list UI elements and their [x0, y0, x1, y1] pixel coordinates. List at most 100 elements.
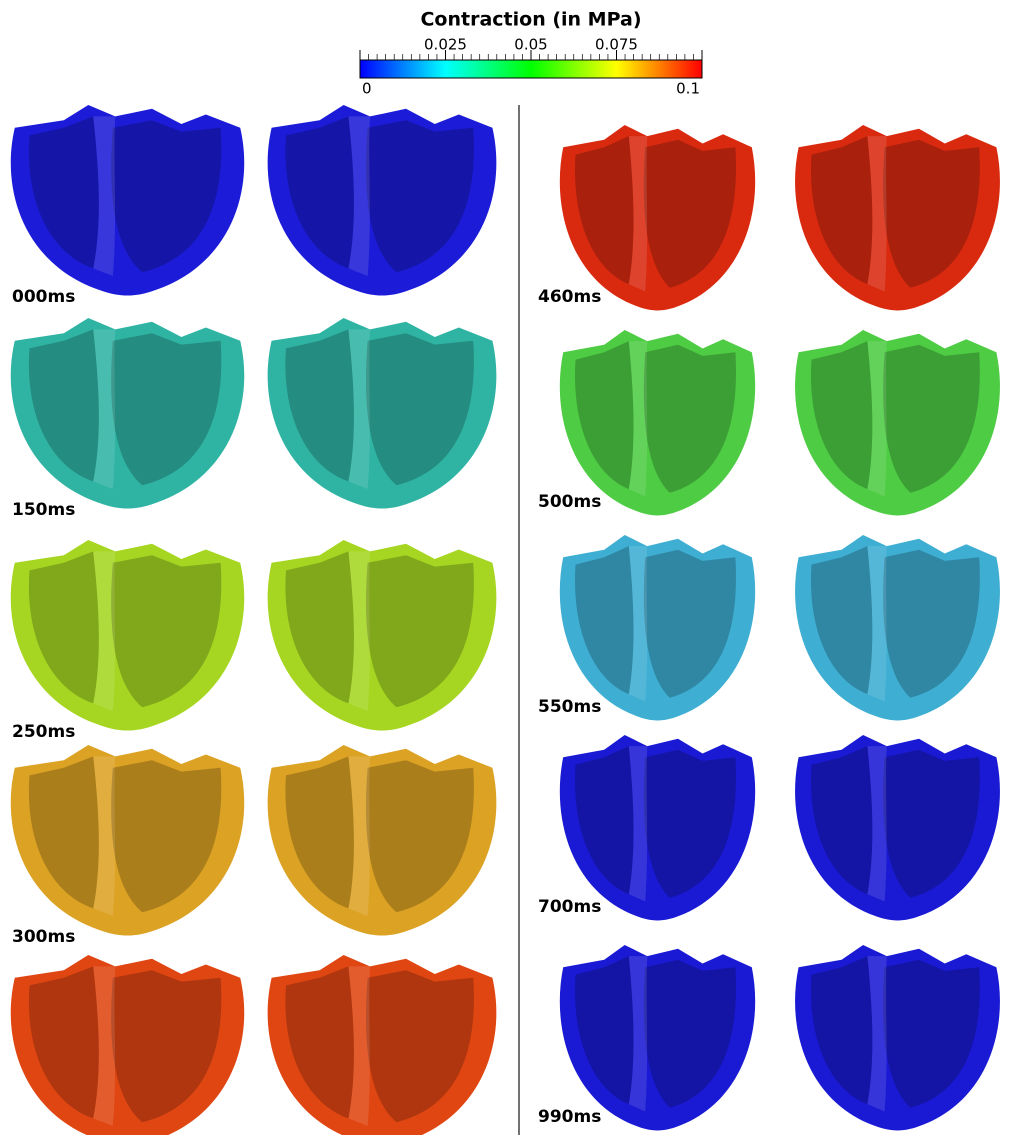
heart	[559, 125, 756, 311]
heart-cavity	[810, 546, 873, 695]
heart-cavity	[810, 341, 873, 490]
heart	[267, 955, 497, 1135]
heart-wall	[267, 540, 497, 731]
time-label: 990ms	[538, 1107, 601, 1127]
time-label: 250ms	[12, 722, 75, 742]
heart	[795, 535, 1000, 721]
heart	[795, 330, 1000, 516]
heart-cavity	[643, 959, 736, 1108]
heart-cavity	[883, 959, 980, 1108]
heart-wall	[10, 318, 245, 509]
heart-cavity	[28, 116, 99, 269]
heart-cavity	[883, 344, 980, 493]
heart-cavity	[28, 329, 99, 482]
heart-cavity	[810, 136, 873, 285]
tick-label: 0.05	[514, 36, 547, 54]
heart-cavity	[643, 749, 736, 898]
heart-cavity	[883, 749, 980, 898]
heart	[10, 105, 245, 296]
septum	[867, 136, 887, 292]
heart	[10, 540, 245, 731]
heart	[559, 330, 756, 516]
heart-wall	[10, 105, 245, 296]
tick-label: 0.1	[676, 80, 700, 98]
heart-cavity	[285, 551, 354, 704]
time-label: 550ms	[538, 697, 601, 717]
heart-cavity	[574, 956, 634, 1105]
time-label: 150ms	[12, 500, 75, 520]
heart	[267, 745, 497, 936]
time-label: 700ms	[538, 897, 601, 917]
heart	[267, 318, 497, 509]
heart-cavity	[574, 136, 634, 285]
heart-cavity	[810, 956, 873, 1105]
heart-wall	[559, 125, 756, 311]
heart-wall	[10, 955, 245, 1135]
heart	[795, 125, 1000, 311]
heart-wall	[559, 945, 756, 1131]
time-label: 460ms	[538, 287, 601, 307]
colorbar	[359, 59, 703, 79]
heart-cavity	[643, 344, 736, 493]
heart-wall	[10, 745, 245, 936]
septum	[93, 116, 116, 277]
heart-cavity	[285, 116, 354, 269]
septum	[867, 746, 887, 902]
time-label: 500ms	[538, 492, 601, 512]
heart-cavity	[574, 746, 634, 895]
heart-wall	[559, 330, 756, 516]
heart-cavity	[365, 120, 474, 273]
tick-label: 0.025	[424, 36, 467, 54]
heart-wall	[795, 735, 1000, 921]
heart-cavity	[111, 333, 222, 486]
heart-cavity	[810, 746, 873, 895]
heart	[10, 745, 245, 936]
time-label: 300ms	[12, 927, 75, 947]
heart-cavity	[28, 551, 99, 704]
septum	[867, 956, 887, 1112]
heart-wall	[267, 318, 497, 509]
septum	[628, 956, 648, 1112]
septum	[628, 546, 648, 702]
heart-cavity	[365, 333, 474, 486]
heart-cavity	[574, 341, 634, 490]
septum	[348, 756, 370, 916]
heart-wall	[267, 745, 497, 936]
septum	[93, 329, 116, 489]
heart-cavity	[285, 329, 354, 482]
heart-wall	[795, 330, 1000, 516]
heart-wall	[10, 540, 245, 731]
heart-wall	[267, 105, 497, 296]
septum	[348, 116, 370, 277]
heart-cavity	[285, 966, 354, 1119]
heart-cavity	[111, 970, 222, 1123]
tick-label: 0.075	[595, 36, 638, 54]
septum	[93, 551, 116, 711]
heart	[559, 735, 756, 921]
heart-cavity	[365, 970, 474, 1123]
heart-cavity	[643, 139, 736, 288]
heart	[795, 735, 1000, 921]
heart-cavity	[365, 555, 474, 708]
heart-cavity	[643, 549, 736, 698]
heart	[267, 540, 497, 731]
heart-cavity	[883, 139, 980, 288]
heart-cavity	[365, 760, 474, 913]
heart-cavity	[28, 966, 99, 1119]
heart-wall	[795, 945, 1000, 1131]
septum	[867, 546, 887, 702]
heart-wall	[559, 535, 756, 721]
heart	[10, 318, 245, 509]
septum	[348, 966, 370, 1126]
heart-wall	[267, 955, 497, 1135]
heart	[559, 535, 756, 721]
septum	[628, 136, 648, 292]
heart	[559, 945, 756, 1131]
heart-cavity	[111, 120, 222, 273]
heart-cavity	[111, 760, 222, 913]
heart-wall	[795, 535, 1000, 721]
heart-cavity	[883, 549, 980, 698]
septum	[348, 551, 370, 711]
heart-wall	[559, 735, 756, 921]
